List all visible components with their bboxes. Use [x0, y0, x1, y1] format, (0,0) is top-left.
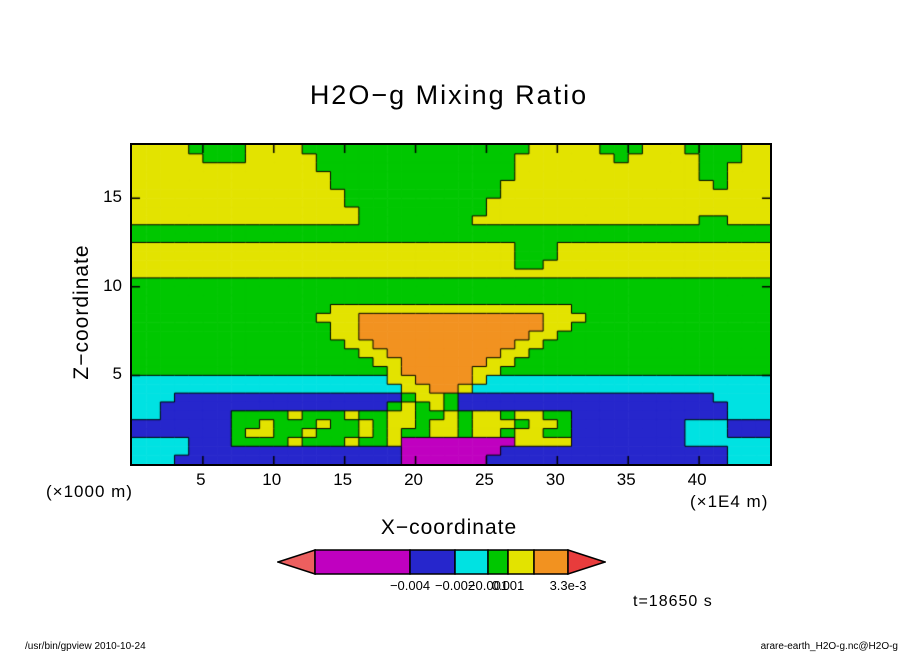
colorbar-label: −0.002: [434, 578, 476, 593]
colorbar-svg: [275, 548, 608, 576]
x-axis-unit: (×1E4 m): [690, 492, 769, 511]
x-tick-label: 10: [262, 470, 282, 489]
x-axis-label: X−coordinate: [380, 516, 518, 539]
colorbar-segment: [507, 549, 535, 575]
colorbar-label: 0.001: [491, 578, 525, 593]
colorbar-segment: [409, 549, 456, 575]
colorbar-label: 3.3e-3: [549, 578, 587, 593]
chart-title: H2O−g Mixing Ratio: [309, 80, 589, 110]
colorbar: [275, 548, 608, 580]
z-tick-label: 10: [103, 275, 122, 295]
colorbar-label: −0.001: [467, 578, 509, 593]
colorbar-labels: −0.004 −0.002 −0.001 0.001 3.3e-3: [315, 578, 587, 594]
time-label: t=18650 s: [633, 593, 713, 610]
colorbar-right-arrow-icon: [567, 548, 608, 576]
colorbar-label: −0.004: [389, 578, 431, 593]
colorbar-segment: [487, 549, 509, 575]
x-tick-label: 30: [545, 470, 565, 489]
z-tick-label: 15: [103, 187, 122, 207]
plot-frame: [130, 143, 772, 466]
colorbar-segment: [454, 549, 489, 575]
footer-filename: arare-earth_H2O-g.nc@H2O-g: [760, 641, 898, 652]
x-tick-label: 5: [196, 470, 206, 489]
x-tick-label: 40: [687, 470, 707, 489]
x-tick-label: 25: [474, 470, 494, 489]
x-tick-label: 20: [404, 470, 423, 489]
z-axis-unit: (×1000 m): [46, 482, 133, 501]
footer-command-line: /usr/bin/gpview 2010-10-24: [25, 641, 146, 652]
z-tick-label: 5: [112, 364, 122, 384]
colorbar-left-arrow-icon: [275, 548, 316, 576]
colorbar-segment: [314, 549, 411, 575]
x-tick-label: 35: [616, 470, 636, 489]
contour-canvas: [132, 145, 770, 464]
colorbar-segment: [533, 549, 569, 575]
x-tick-label: 15: [333, 470, 353, 489]
